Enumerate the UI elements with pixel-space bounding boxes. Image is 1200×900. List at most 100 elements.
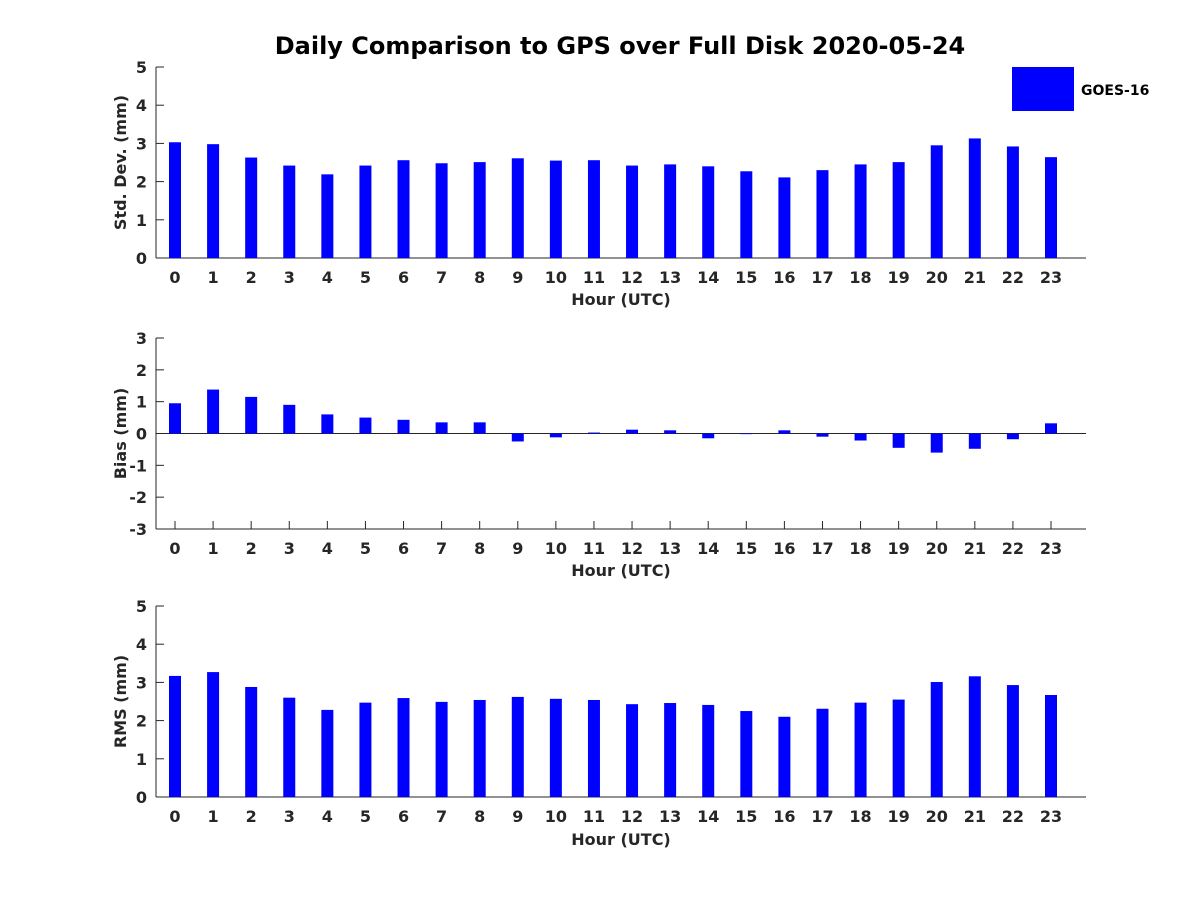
- y-tick-label: 4: [136, 96, 147, 115]
- legend: GOES-16: [1012, 67, 1149, 111]
- bar-rms-hour-22: [1006, 685, 1019, 797]
- bar-std-dev-hour-13: [664, 164, 677, 258]
- x-tick-label: 14: [697, 539, 719, 558]
- x-tick-label: 21: [964, 807, 986, 826]
- bar-bias-hour-2: [245, 396, 258, 434]
- x-tick-label: 18: [849, 268, 871, 287]
- y-tick-label: -1: [129, 456, 147, 475]
- bar-rms-hour-21: [968, 676, 981, 797]
- legend-label: GOES-16: [1081, 83, 1149, 99]
- x-tick-label: 4: [322, 268, 333, 287]
- bar-rms-hour-19: [892, 699, 905, 797]
- x-tick-label: 19: [888, 268, 910, 287]
- x-tick-label: 23: [1040, 539, 1062, 558]
- bar-std-dev-hour-0: [169, 142, 181, 258]
- bar-rms-hour-6: [397, 698, 410, 797]
- bar-rms-hour-2: [245, 686, 258, 797]
- bar-std-dev-hour-3: [283, 165, 296, 258]
- x-tick-label: 14: [697, 807, 719, 826]
- x-tick-label: 14: [697, 268, 719, 287]
- x-tick-label: 13: [659, 807, 681, 826]
- y-tick-label: 2: [136, 361, 147, 380]
- bar-bias-hour-19: [892, 433, 905, 448]
- bar-bias-hour-8: [473, 422, 486, 434]
- x-tick-label: 23: [1040, 268, 1062, 287]
- x-tick-label: 16: [773, 807, 795, 826]
- y-tick-label: 1: [136, 211, 147, 230]
- y-tick-label: 1: [136, 750, 147, 769]
- bar-rms-hour-13: [664, 703, 677, 797]
- bar-std-dev-hour-8: [473, 162, 486, 258]
- bar-std-dev-hour-10: [549, 160, 562, 258]
- bar-rms-hour-4: [321, 709, 334, 797]
- bar-rms-hour-16: [778, 716, 791, 797]
- bar-rms-hour-11: [587, 699, 600, 797]
- bar-bias-hour-16: [778, 430, 791, 434]
- bar-bias-hour-6: [397, 419, 410, 434]
- y-tick-label: 2: [136, 712, 147, 731]
- bar-std-dev-hour-18: [854, 164, 867, 258]
- bar-std-dev-hour-9: [511, 158, 524, 258]
- bar-bias-hour-14: [702, 433, 715, 439]
- x-tick-label: 8: [474, 807, 485, 826]
- bar-bias-hour-1: [207, 389, 220, 434]
- bar-bias-hour-13: [664, 430, 677, 434]
- x-tick-label: 11: [583, 807, 605, 826]
- x-tick-label: 5: [360, 539, 371, 558]
- y-tick-label: 3: [136, 134, 147, 153]
- x-tick-label: 3: [284, 539, 295, 558]
- x-tick-label: 1: [208, 807, 219, 826]
- y-axis-label: Bias (mm): [111, 388, 130, 480]
- bar-rms-hour-5: [359, 702, 372, 797]
- x-tick-label: 5: [360, 807, 371, 826]
- x-axis-label: Hour (UTC): [571, 290, 671, 309]
- bar-std-dev-hour-4: [321, 174, 334, 258]
- x-tick-label: 6: [398, 268, 409, 287]
- x-tick-label: 17: [811, 807, 833, 826]
- y-tick-label: 0: [136, 425, 147, 444]
- x-tick-label: 12: [621, 539, 643, 558]
- x-tick-label: 9: [512, 268, 523, 287]
- x-tick-label: 17: [811, 268, 833, 287]
- x-tick-label: 15: [735, 539, 757, 558]
- y-tick-label: 5: [136, 597, 147, 616]
- bar-bias-hour-5: [359, 417, 372, 434]
- x-tick-label: 2: [246, 807, 257, 826]
- bar-bias-hour-9: [511, 433, 524, 442]
- x-tick-label: 19: [888, 539, 910, 558]
- chart-title: Daily Comparison to GPS over Full Disk 2…: [275, 32, 966, 60]
- bar-rms-hour-12: [626, 704, 639, 797]
- bar-std-dev-hour-22: [1006, 146, 1019, 258]
- bar-bias-hour-22: [1006, 433, 1019, 440]
- x-tick-label: 15: [735, 268, 757, 287]
- y-tick-label: 2: [136, 173, 147, 192]
- bar-bias-hour-23: [1045, 423, 1057, 434]
- bar-std-dev-hour-16: [778, 177, 791, 258]
- x-tick-label: 13: [659, 268, 681, 287]
- x-tick-label: 6: [398, 807, 409, 826]
- x-tick-label: 21: [964, 539, 986, 558]
- x-tick-label: 2: [246, 268, 257, 287]
- y-tick-label: -2: [129, 488, 147, 507]
- x-tick-label: 10: [545, 539, 567, 558]
- x-tick-label: 15: [735, 807, 757, 826]
- x-axis-label: Hour (UTC): [571, 830, 671, 849]
- x-tick-label: 10: [545, 268, 567, 287]
- y-tick-label: 0: [136, 249, 147, 268]
- x-tick-label: 4: [322, 807, 333, 826]
- x-axis-label: Hour (UTC): [571, 561, 671, 580]
- bar-rms-hour-9: [511, 696, 524, 797]
- x-tick-label: 11: [583, 268, 605, 287]
- bar-bias-hour-0: [169, 403, 181, 434]
- bar-std-dev-hour-23: [1045, 157, 1057, 258]
- x-tick-label: 23: [1040, 807, 1062, 826]
- bar-bias-hour-4: [321, 414, 334, 434]
- bar-std-dev-hour-11: [587, 160, 600, 258]
- bar-std-dev-hour-7: [435, 163, 448, 258]
- bar-bias-hour-7: [435, 422, 448, 434]
- x-tick-label: 7: [436, 268, 447, 287]
